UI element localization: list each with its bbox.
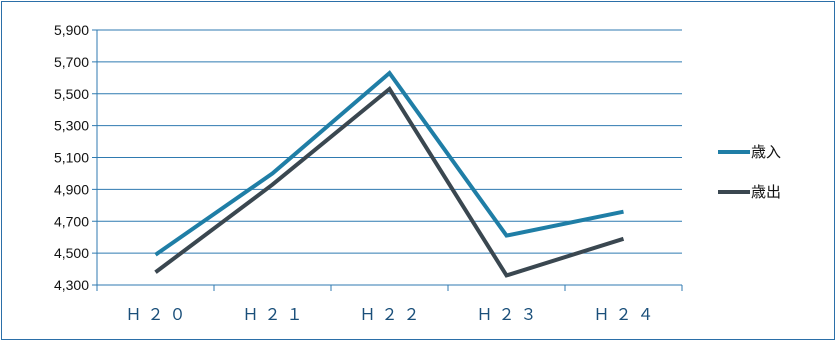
y-tick-label: 4,500 bbox=[54, 245, 89, 261]
y-tick-label: 4,900 bbox=[54, 181, 89, 197]
y-tick-label: 5,500 bbox=[54, 86, 89, 102]
x-tick-label: Ｈ２３ bbox=[476, 307, 542, 324]
series-line-1 bbox=[154, 70, 624, 257]
x-tick-label: Ｈ２２ bbox=[359, 307, 425, 324]
legend-label: 歳入 bbox=[751, 144, 781, 161]
y-tick-label: 4,700 bbox=[54, 213, 89, 229]
y-tick-label: 5,700 bbox=[54, 54, 89, 70]
x-tick-label: Ｈ２０ bbox=[125, 307, 191, 324]
y-tick-label: 4,300 bbox=[54, 277, 89, 293]
axes bbox=[92, 29, 683, 291]
series-lines bbox=[154, 70, 625, 278]
y-axis-tick-labels: 4,300 4,500 4,700 4,900 5,100 5,300 5,500 5,700… bbox=[54, 22, 89, 293]
x-tick-label: Ｈ２４ bbox=[593, 307, 659, 324]
legend-label: 歳出 bbox=[751, 184, 781, 201]
x-axis-tick-labels: Ｈ２０ Ｈ２１ Ｈ２２ Ｈ２３ Ｈ２４ bbox=[125, 307, 659, 324]
series-line-2 bbox=[154, 85, 625, 278]
y-tick-label: 5,100 bbox=[54, 150, 89, 166]
y-tick-label: 5,300 bbox=[54, 118, 89, 134]
x-tick-label: Ｈ２１ bbox=[242, 307, 308, 324]
y-tick-label: 5,900 bbox=[54, 22, 89, 38]
